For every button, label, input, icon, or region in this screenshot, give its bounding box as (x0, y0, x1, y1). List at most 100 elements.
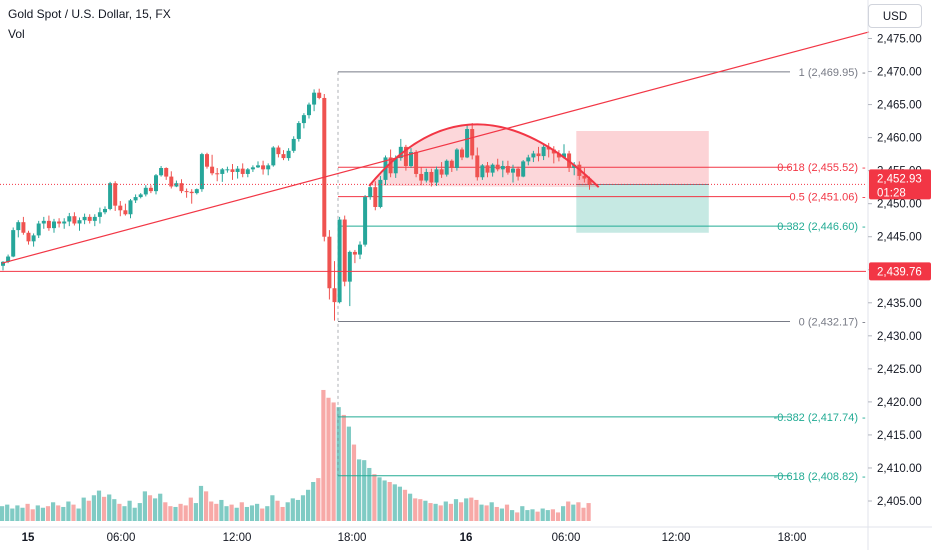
volume-bars (0, 389, 591, 521)
bar-countdown: 01:28 (877, 187, 906, 199)
current-price-tag (869, 169, 931, 200)
time-tick-label: 12:00 (662, 532, 691, 544)
fib-dash: - (862, 67, 866, 79)
candle-body (97, 212, 102, 217)
volume-bar (153, 498, 158, 521)
candle-body (230, 169, 235, 172)
price-tick-label: 2,465.00 (877, 100, 922, 112)
volume-bar (270, 495, 275, 521)
volume-bar (387, 482, 392, 521)
candle-body (179, 183, 184, 192)
volume-bar (96, 490, 102, 521)
volume-bar (15, 505, 20, 521)
volume-bar (209, 501, 214, 521)
candle-body (495, 164, 500, 170)
candle-body (409, 152, 413, 167)
volume-bar (117, 503, 122, 521)
volume-bar (224, 506, 229, 521)
candle-body (1, 261, 5, 266)
candle-body (113, 183, 118, 206)
volume-bar (438, 505, 443, 521)
stop-loss-zone (576, 131, 709, 185)
volume-bar (173, 506, 178, 521)
volume-bar (535, 511, 540, 521)
candle-body (220, 169, 225, 174)
candle-body (480, 165, 485, 178)
candle-body (434, 169, 439, 183)
volume-bar (382, 480, 387, 521)
take-profit-zone (576, 184, 709, 233)
volume-bar (377, 477, 382, 521)
price-tick-label: 2,460.00 (877, 133, 922, 145)
volume-bar (520, 506, 525, 521)
volume-bar (433, 503, 438, 521)
candle-body (154, 175, 158, 192)
candle-body (312, 92, 317, 105)
volume-bar (30, 509, 35, 521)
candle-body (460, 149, 464, 158)
time-tick-label: 12:00 (223, 532, 252, 544)
candle-body (128, 200, 133, 215)
candle-body (587, 178, 592, 185)
candle-body (62, 221, 67, 224)
fib-level-label: 0 (2,432.17) (799, 316, 858, 328)
volume-bar (275, 500, 280, 521)
volume-bar (158, 493, 163, 521)
candle-body (276, 147, 281, 155)
volume-bar (351, 444, 357, 521)
volume-bar (336, 407, 341, 521)
price-tick-label: 2,445.00 (877, 232, 922, 244)
candle-body (199, 154, 204, 190)
volume-bar (392, 484, 397, 521)
volume-bar (300, 495, 306, 521)
drawings[interactable] (0, 31, 870, 272)
horizontal-level-tag (869, 262, 931, 281)
candle-body (296, 123, 301, 139)
volume-bar (168, 506, 173, 521)
volume-bar (249, 505, 255, 521)
symbol-title[interactable]: Gold Spot / U.S. Dollar, 15, FX (8, 7, 171, 21)
volume-bar (81, 497, 86, 521)
volume-bar (586, 503, 591, 521)
candle-body (454, 149, 459, 168)
candle-body (531, 153, 536, 158)
time-tick-label: 06:00 (552, 532, 581, 544)
volume-bar (581, 507, 586, 521)
volume-bar (86, 500, 91, 521)
volume-bar (132, 507, 137, 521)
candle-body (133, 197, 138, 201)
candle-body (72, 216, 77, 224)
candle-body (108, 183, 113, 209)
candle-body (21, 222, 26, 233)
candle-body (398, 146, 403, 159)
volume-bar (239, 502, 244, 521)
candle-body (26, 232, 31, 242)
volume-bar (448, 503, 453, 521)
candle-body (118, 205, 123, 211)
volume-bar (193, 503, 198, 521)
volume-bar (418, 499, 423, 521)
volume-bar (142, 491, 147, 521)
volume-bar (122, 506, 127, 521)
volume-bar (321, 389, 326, 521)
volume-bar (265, 506, 270, 521)
volume-bar (571, 504, 576, 521)
volume-bar (316, 478, 321, 521)
fib-retracement[interactable]: 1 (2,469.95) -0.618 (2,455.52) -0.5 (2,451… (337, 67, 866, 483)
volume-bar (397, 486, 402, 521)
candle-body (31, 235, 36, 242)
candle-body (327, 236, 332, 289)
volume-bar (408, 493, 413, 521)
candle-body (500, 166, 505, 170)
candle-body (521, 161, 526, 177)
volume-bar (530, 509, 535, 521)
candle-body (87, 216, 92, 221)
candle-body (373, 187, 378, 207)
candle-body (505, 166, 510, 173)
volume-bar (545, 510, 550, 521)
currency-button[interactable]: USD (868, 4, 922, 28)
current-price-value: 2,452.93 (877, 173, 922, 185)
volume-bar (290, 498, 295, 521)
candle-body (439, 169, 444, 175)
